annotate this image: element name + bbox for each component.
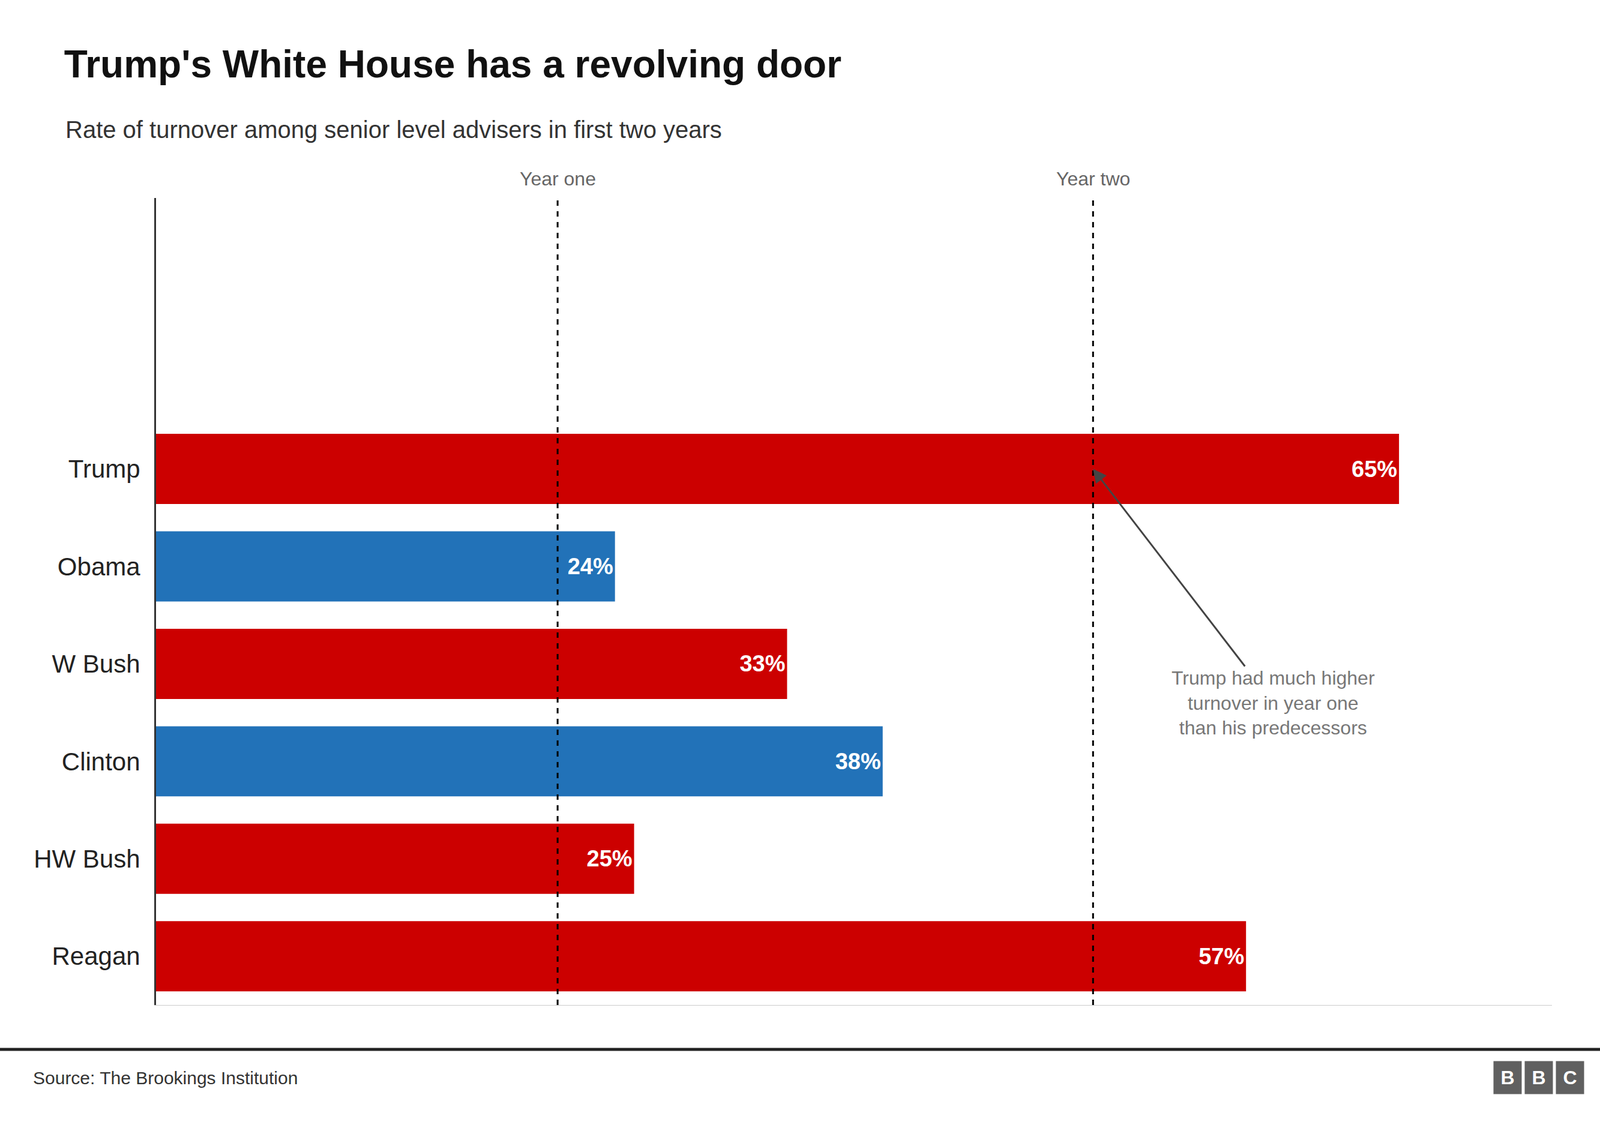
svg-text:Year two: Year two — [1056, 168, 1131, 190]
svg-text:B: B — [1500, 1067, 1515, 1089]
svg-text:Source: The Brookings Institut: Source: The Brookings Institution — [33, 1068, 298, 1089]
svg-text:Obama: Obama — [57, 552, 141, 581]
svg-text:57%: 57% — [1198, 944, 1245, 970]
svg-text:C: C — [1562, 1067, 1577, 1089]
svg-text:HW Bush: HW Bush — [33, 845, 140, 874]
svg-text:Year one: Year one — [519, 168, 596, 190]
svg-text:25%: 25% — [586, 846, 633, 872]
svg-text:Clinton: Clinton — [61, 747, 141, 776]
svg-text:38%: 38% — [835, 748, 882, 775]
svg-text:B: B — [1531, 1067, 1546, 1089]
svg-text:33%: 33% — [739, 651, 785, 677]
svg-text:Reagan: Reagan — [51, 942, 140, 971]
svg-text:W Bush: W Bush — [52, 649, 141, 679]
svg-text:Trump: Trump — [68, 454, 141, 484]
svg-text:24%: 24% — [567, 553, 614, 580]
svg-text:Trump's White House has a revo: Trump's White House has a revolving door — [64, 42, 842, 86]
svg-text:65%: 65% — [1351, 456, 1398, 482]
svg-text:Rate of turnover among senior: Rate of turnover among senior level advi… — [65, 116, 722, 143]
svg-text:Trump had much higherturnover: Trump had much higherturnover in year on… — [1171, 667, 1375, 739]
